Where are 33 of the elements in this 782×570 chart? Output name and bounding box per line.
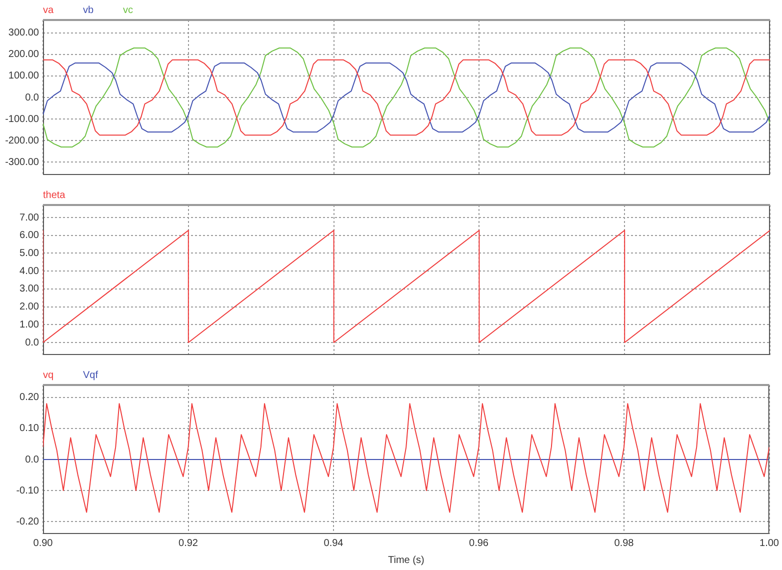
y-tick-label: 1.00 (20, 319, 40, 330)
x-tick-label: 0.90 (33, 538, 54, 549)
x-tick-label: 0.96 (469, 538, 489, 549)
text: va (43, 4, 54, 16)
y-tick-label: 2.00 (20, 302, 40, 313)
y-tick-label: 200.00 (8, 49, 40, 60)
y-tick-label: -200.00 (5, 135, 40, 146)
x-axis-title: Time (s) (388, 554, 424, 566)
y-tick-label: 0.0 (25, 454, 40, 466)
text: vc (123, 4, 133, 16)
text: Vqf (83, 370, 98, 381)
x-tick-label: 0.94 (324, 538, 344, 549)
y-tick-label: -100.00 (5, 114, 40, 125)
y-tick-label: 100.00 (8, 70, 40, 82)
text: vb (83, 4, 94, 16)
x-tick-label: 0.98 (614, 538, 634, 549)
y-tick-label: -300.00 (5, 156, 40, 168)
y-tick-label: 5.00 (20, 248, 40, 259)
x-tick-label: 1.00 (760, 538, 780, 549)
x-tick-label: 0.92 (178, 538, 198, 549)
y-tick-label: -0.20 (16, 516, 40, 528)
y-tick-label: -0.10 (16, 485, 40, 496)
y-tick-label: 300.00 (8, 28, 40, 39)
text: vq (43, 370, 54, 381)
y-tick-label: 7.00 (20, 212, 40, 224)
y-tick-label: 3.00 (20, 284, 40, 295)
y-tick-label: 0.10 (20, 423, 40, 434)
y-tick-label: 0.0 (25, 337, 40, 348)
y-tick-label: 6.00 (20, 230, 40, 242)
text: theta (43, 190, 66, 201)
y-tick-label: 4.00 (20, 266, 40, 277)
y-tick-label: 0.0 (25, 92, 40, 104)
y-tick-label: 0.20 (20, 392, 40, 404)
